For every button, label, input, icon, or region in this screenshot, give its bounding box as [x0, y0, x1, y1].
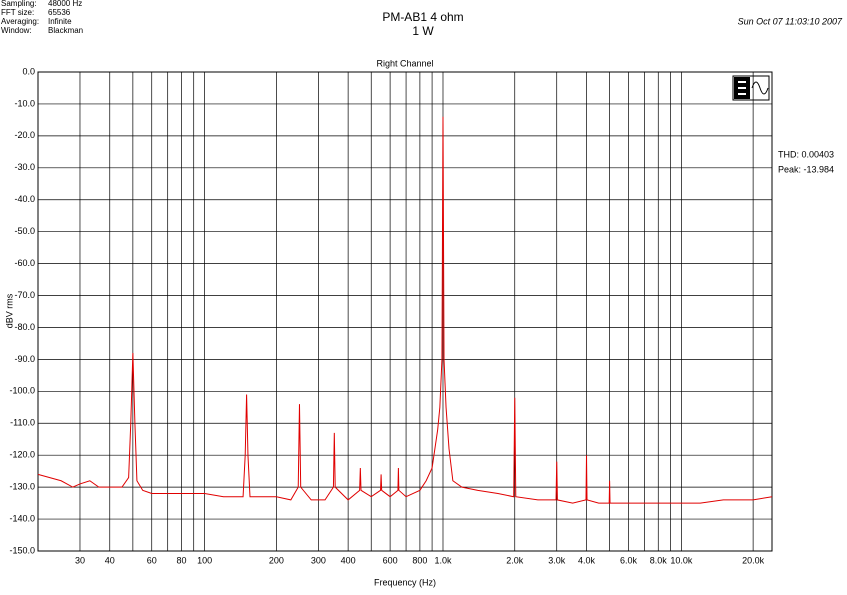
x-tick-label: 2.0k — [506, 555, 524, 565]
x-tick-label: 10.0k — [670, 555, 693, 565]
logo — [732, 75, 770, 101]
y-tick-label: -80.0 — [14, 322, 35, 332]
x-tick-label: 300 — [311, 555, 326, 565]
setting-value: Infinite — [48, 17, 72, 26]
y-tick-label: -120.0 — [9, 450, 35, 460]
y-axis-label: dBV rms — [4, 293, 14, 328]
x-tick-label: 40 — [105, 555, 115, 565]
x-tick-label: 100 — [197, 555, 212, 565]
setting-label: Sampling: — [1, 0, 37, 8]
annotation: THD: 0.00403 — [778, 149, 834, 159]
y-tick-label: 0.0 — [22, 66, 35, 76]
x-tick-label: 8.0k — [650, 555, 668, 565]
setting-label: Window: — [1, 26, 32, 35]
annotation: Peak: -13.984 — [778, 164, 834, 174]
y-tick-label: -140.0 — [9, 513, 35, 523]
x-tick-label: 20.0k — [742, 555, 765, 565]
y-tick-label: -20.0 — [14, 130, 35, 140]
y-tick-label: -150.0 — [9, 545, 35, 555]
x-tick-label: 4.0k — [578, 555, 596, 565]
y-tick-label: -130.0 — [9, 482, 35, 492]
y-tick-label: -10.0 — [14, 98, 35, 108]
chart-subtitle: 1 W — [412, 24, 434, 38]
y-tick-label: -110.0 — [10, 418, 35, 428]
x-tick-label: 3.0k — [548, 555, 566, 565]
x-tick-label: 80 — [177, 555, 187, 565]
x-tick-label: 1.0k — [434, 555, 452, 565]
setting-value: Blackman — [48, 26, 83, 35]
x-tick-label: 60 — [147, 555, 157, 565]
x-axis-label: Frequency (Hz) — [374, 577, 436, 587]
setting-value: 65536 — [48, 8, 71, 17]
x-tick-label: 800 — [412, 555, 427, 565]
x-tick-label: 30 — [75, 555, 85, 565]
timestamp: Sun Oct 07 11:03:10 2007 — [738, 16, 843, 26]
plot-area — [37, 71, 773, 552]
y-tick-label: -40.0 — [14, 194, 35, 204]
x-tick-label: 6.0k — [620, 555, 638, 565]
y-tick-label: -30.0 — [14, 162, 35, 172]
setting-value: 48000 Hz — [48, 0, 82, 8]
plot-title: Right Channel — [376, 58, 433, 68]
setting-label: Averaging: — [1, 17, 39, 26]
y-tick-label: -90.0 — [14, 354, 35, 364]
y-tick-label: -100.0 — [9, 386, 35, 396]
setting-label: FFT size: — [1, 8, 34, 17]
chart-title: PM-AB1 4 ohm — [382, 10, 463, 24]
x-tick-label: 600 — [383, 555, 398, 565]
y-tick-label: -60.0 — [14, 258, 35, 268]
y-tick-label: -50.0 — [14, 226, 35, 236]
x-tick-label: 200 — [269, 555, 284, 565]
y-tick-label: -70.0 — [14, 290, 35, 300]
spectrum-line — [37, 116, 773, 504]
x-tick-label: 400 — [341, 555, 356, 565]
